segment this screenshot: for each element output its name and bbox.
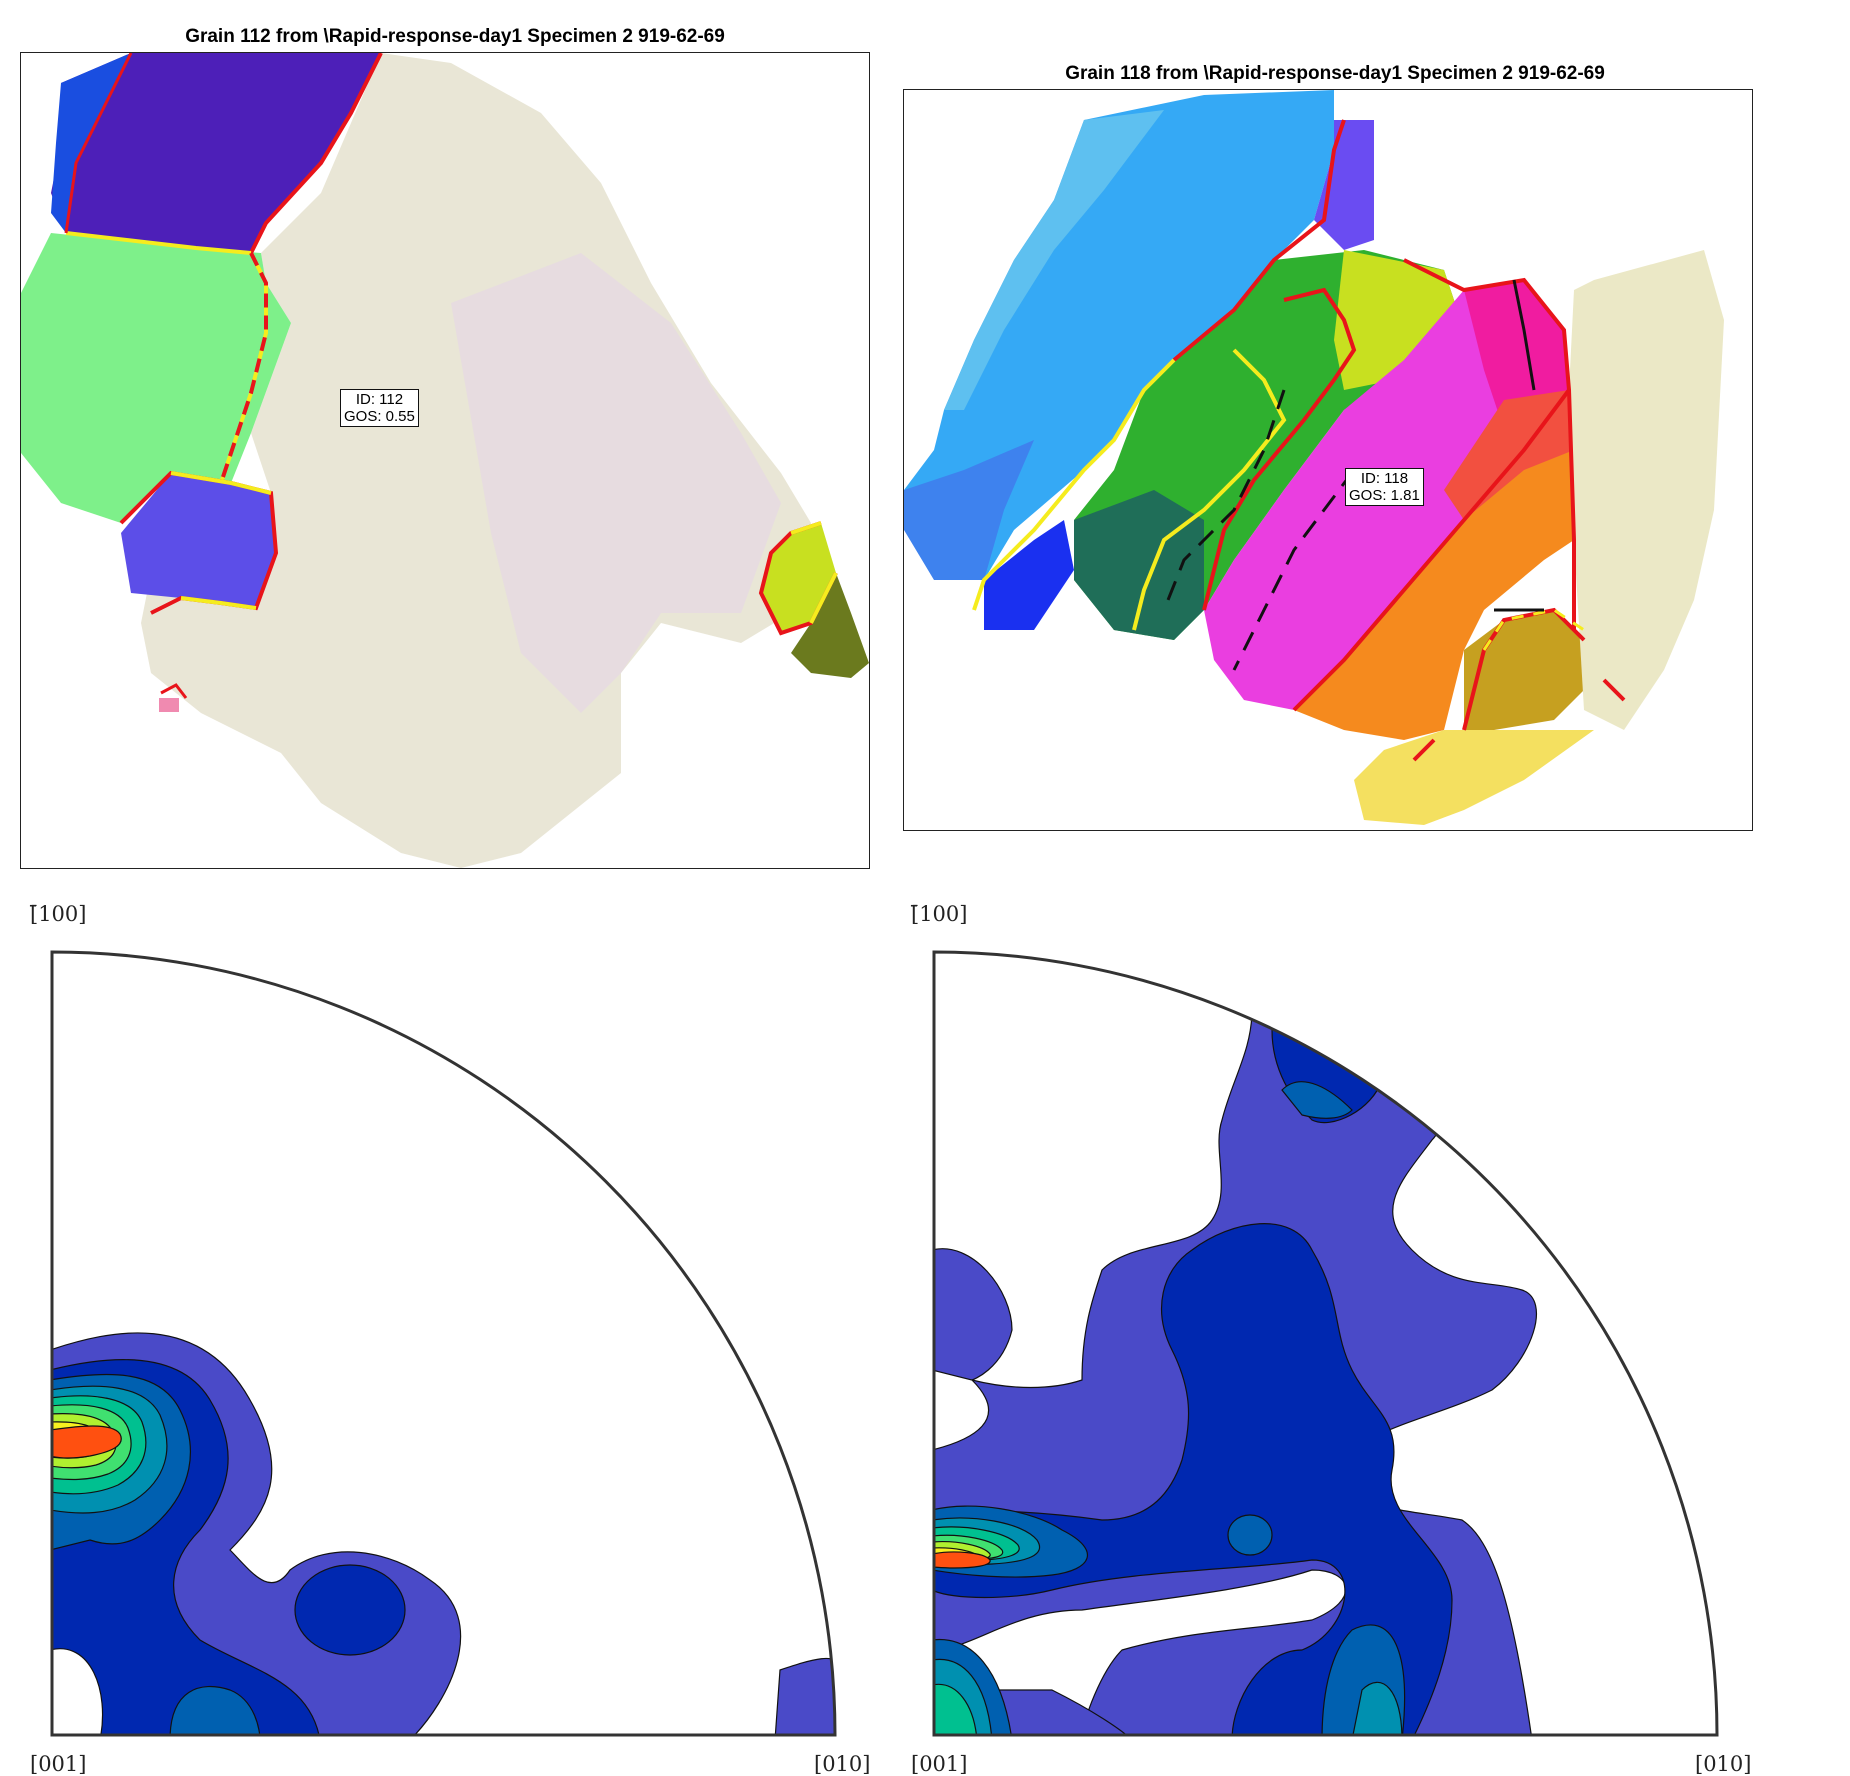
map2-title: Grain 118 from \Rapid-response-day1 Spec… bbox=[1065, 63, 1605, 84]
grain-violet-low bbox=[121, 473, 276, 608]
pf2-boundary bbox=[932, 950, 1719, 1737]
grain-yellow-right bbox=[761, 523, 836, 633]
boundary-right-y bbox=[790, 521, 838, 624]
pf1-boundary bbox=[50, 950, 837, 1737]
small-pink-grain bbox=[159, 698, 179, 712]
pf1-left-label: [001] bbox=[30, 1752, 87, 1776]
pf2-contour-3b bbox=[1281, 1081, 1353, 1119]
boundary-mixed-1y bbox=[219, 252, 268, 484]
pf1-contour-1b bbox=[774, 1657, 835, 1735]
boundary-yellow-b bbox=[1132, 348, 1287, 631]
pf1-top-label: [̄100] bbox=[30, 902, 87, 926]
pf2-left-label: [001] bbox=[911, 1752, 968, 1776]
boundary-red-a bbox=[1172, 119, 1346, 362]
boundary-mixed-1 bbox=[219, 252, 268, 484]
pf2-right-label: [010] bbox=[1695, 1752, 1752, 1776]
map1-ebsd-image bbox=[21, 53, 869, 868]
grain-gold bbox=[1464, 610, 1584, 730]
boundary-yellow-1 bbox=[65, 231, 252, 255]
grain-olive-right bbox=[791, 573, 869, 678]
pf1-contour-2b bbox=[294, 1564, 406, 1656]
map2-ebsd-image bbox=[904, 90, 1724, 825]
map1-title: Grain 112 from \Rapid-response-day1 Spec… bbox=[185, 26, 725, 47]
pf1-contour-9 bbox=[52, 1425, 122, 1459]
map1-panel bbox=[20, 52, 870, 869]
boundary-bottom-small bbox=[160, 683, 188, 699]
pf2-contour-small bbox=[1227, 1514, 1273, 1556]
grain-green bbox=[21, 233, 291, 523]
pole-figure-2 bbox=[932, 950, 1719, 1737]
grain-red-orange bbox=[1444, 390, 1574, 520]
boundary-black-b bbox=[1494, 279, 1544, 612]
grain-teal-dark bbox=[1074, 490, 1204, 640]
pf2-top-label: [̄100] bbox=[911, 902, 968, 926]
boundary-red-d bbox=[1462, 389, 1586, 731]
grain-deep-blue bbox=[984, 520, 1074, 630]
grain-blue-lower bbox=[904, 440, 1034, 580]
map1-datatip: ID: 112 GOS: 0.55 bbox=[340, 389, 419, 427]
grain-pale-yellow bbox=[1354, 730, 1594, 825]
map2-tip-gos: GOS: 1.81 bbox=[1349, 487, 1420, 504]
pf2-contour-5b bbox=[934, 1683, 978, 1735]
boundary-red-1 bbox=[249, 53, 383, 254]
grain-112-region bbox=[141, 53, 811, 868]
map2-panel bbox=[903, 89, 1753, 831]
boundary-red-e bbox=[1412, 678, 1626, 762]
grain-violet-edge bbox=[1314, 120, 1374, 250]
map2-datatip: ID: 118 GOS: 1.81 bbox=[1345, 468, 1424, 506]
grain-blue-light bbox=[944, 110, 1164, 410]
pf1-contour-3b bbox=[169, 1686, 261, 1735]
grain-blue-top bbox=[51, 53, 381, 253]
map1-tip-gos: GOS: 0.55 bbox=[344, 408, 415, 425]
boundary-red-b bbox=[1202, 287, 1357, 611]
pf2-contour-2b bbox=[934, 1223, 1453, 1735]
boundary-red-c bbox=[1292, 258, 1572, 712]
pf1-right-label: [010] bbox=[814, 1752, 871, 1776]
pf2-contour-4c bbox=[1351, 1681, 1403, 1735]
boundary-violet-y bbox=[170, 471, 272, 610]
boundary-black-a bbox=[1162, 389, 1356, 671]
map1-tip-id: ID: 112 bbox=[355, 391, 404, 408]
pole-figure-1 bbox=[50, 950, 837, 1737]
grain-112-tint bbox=[451, 253, 781, 713]
map2-tip-id: ID: 118 bbox=[1360, 470, 1409, 487]
boundary-yellow-a bbox=[972, 358, 1176, 611]
boundary-red-2 bbox=[64, 53, 133, 234]
grain-pale-right bbox=[1569, 250, 1724, 730]
pf1-hole bbox=[52, 1648, 104, 1735]
pf2-contour-9 bbox=[934, 1551, 991, 1569]
grain-green-light bbox=[1334, 250, 1464, 390]
